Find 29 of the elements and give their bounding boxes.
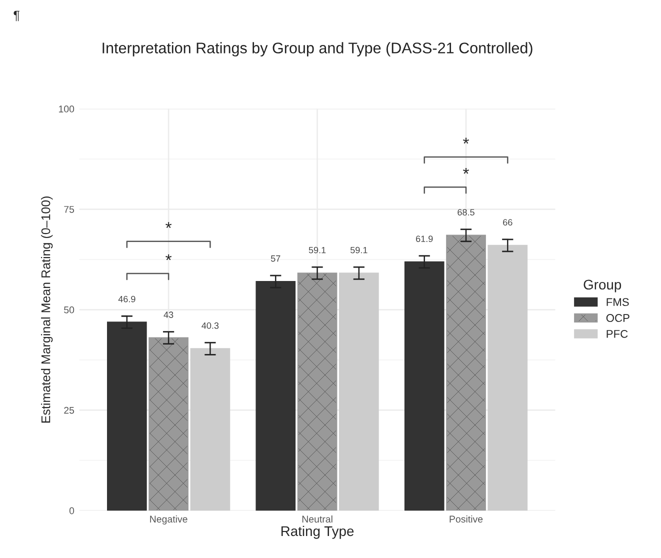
data-label: 57 [270,255,280,262]
data-label: 59.1 [308,246,326,254]
x-tick-label: Negative [150,515,188,524]
text: ¶ [14,10,20,22]
y-tick-label: 100 [58,106,74,112]
legend-label: PFC [606,330,628,338]
x-tick-label: Neutral [302,515,332,523]
legend-label: OCP [606,314,630,322]
annotation: * [166,222,172,228]
annotation: * [463,168,469,174]
data-label: 68.5 [458,209,474,216]
data-label: 40.3 [202,322,219,329]
data-label: 43 [164,312,174,318]
legend-title: Group [584,280,622,292]
data-label: 66 [503,219,512,226]
legend-label: FMS [606,298,629,306]
y-tick-label: 0 [69,507,74,514]
y-tick-label: 50 [64,306,74,314]
data-label: 46.9 [118,296,136,302]
chart-title: Interpretation Ratings by Group and Type (DASS-21 Controlled) [102,42,532,56]
x-tick-label: Positive [450,515,483,523]
x-axis-title: Rating Type [281,526,354,539]
data-label: 61.9 [416,236,433,242]
annotation: * [166,254,172,260]
data-label: 59.1 [350,246,368,254]
annotation: * [463,138,469,144]
y-axis-title: Estimated Marginal Mean Rating (0–100) [41,196,53,423]
y-tick-label: 25 [64,406,74,414]
y-tick-label: 75 [64,206,74,213]
